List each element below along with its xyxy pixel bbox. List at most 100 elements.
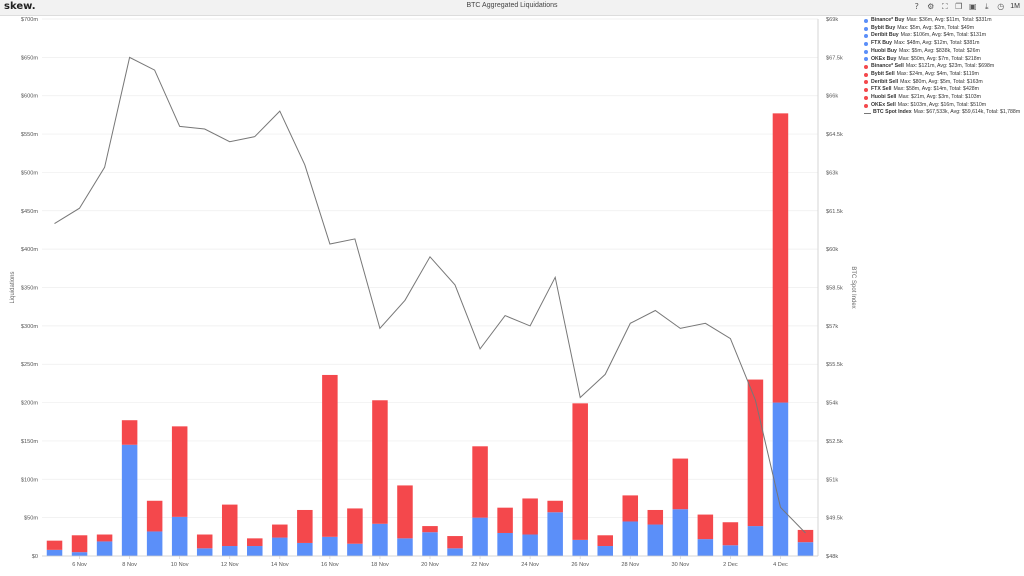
x-tick-label: 18 Nov [371,562,389,568]
help-icon[interactable]: ? [914,2,919,11]
y-right-tick-label: $67.5k [826,55,843,61]
legend-item[interactable]: Huobi Buy Max: $5m, Avg: $838k, Total: $2… [864,48,1022,56]
buy-bar [472,517,488,556]
legend-series-stats: Max: $36m, Avg: $11m, Total: $331m [906,17,992,23]
y-right-tick-label: $69k [826,17,838,23]
sell-bar [247,538,263,547]
clock-icon[interactable]: ◷ [997,2,1005,11]
buy-bar [647,524,664,556]
x-tick-label: 10 Nov [171,562,189,568]
buy-bar [672,509,689,556]
y-left-tick-label: $50m [24,516,38,522]
legend-series-stats: Max: $103m, Avg: $16m, Total: $510m [897,101,987,108]
y-right-tick-label: $49.5k [826,516,843,522]
x-tick-label: 6 Nov [72,562,87,568]
legend-dot-swatch [864,41,868,46]
legend-item[interactable]: Deribit Buy Max: $106m, Avg: $4m, Total: … [864,32,1022,40]
legend-series-stats: Max: $5m, Avg: $2m, Total: $49m [897,24,975,31]
y-right-tick-label: $51k [826,477,838,483]
x-tick-label: 14 Nov [271,562,289,568]
legend-item[interactable]: FTX Buy Max: $48m, Avg: $12m, Total: $381… [864,40,1022,48]
grid-layer [42,18,818,557]
buy-bar [46,549,63,556]
y-right-tick-label: $64.5k [826,132,843,138]
x-tick-label: 20 Nov [421,562,439,568]
legend-series-stats: Max: $67,533k, Avg: $59,614k, Total: $1,… [913,109,1021,116]
legend-dot-swatch [864,18,868,23]
sell-bar [171,426,188,517]
legend-item[interactable]: Binance* Sell Max: $121m, Avg: $23m, Tota… [864,63,1022,71]
copy-icon[interactable]: ❐ [955,2,963,11]
legend-series-name: FTX Sell [871,86,892,93]
x-tick-label: 12 Nov [221,562,239,568]
settings-icon[interactable]: ⚙ [927,2,935,11]
legend-series-name: Binance* Buy [871,17,905,23]
legend-item[interactable]: Huobi Sell Max: $21m, Avg: $3m, Total: $1… [864,94,1022,102]
x-tick-label: 16 Nov [321,562,339,568]
legend-series-stats: Max: $58m, Avg: $14m, Total: $428m [893,86,979,93]
legend-item[interactable]: FTX Sell Max: $58m, Avg: $14m, Total: $42… [864,86,1022,94]
sell-bar [297,509,313,543]
buy-bar [297,542,313,556]
buy-bar [196,548,213,556]
legend-series-name: Bybit Sell [871,70,895,77]
y-right-tick-label: $55.5k [826,362,843,368]
legend-line-swatch [864,112,871,114]
expand-icon[interactable]: ⛶ [941,2,948,11]
axis-layer: $0 $48k $50m $49.5k $100m $51k $150m $52.5k $200… [10,17,856,568]
y-right-tick-label: $57k [826,324,838,330]
sell-bar [322,374,338,537]
legend-series-stats: Max: $50m, Avg: $7m, Total: $218m [898,55,981,62]
buy-bar [121,444,138,556]
buy-bar [747,526,764,556]
legend-series-stats: Max: $24m, Avg: $4m, Total: $119m [896,70,979,77]
y-left-tick-label: $0 [32,554,38,560]
buy-bar [221,546,238,556]
buy-bar [322,536,338,556]
legend-item[interactable]: Deribit Sell Max: $80m, Avg: $5m, Total: … [864,79,1022,87]
sell-bar [221,504,238,547]
y-left-tick-label: $450m [21,209,38,215]
legend-item[interactable]: OKEx Buy Max: $50m, Avg: $7m, Total: $218… [864,56,1022,64]
legend-series-name: Huobi Sell [871,94,897,101]
y-right-tick-label: $60k [826,247,838,253]
legend-series-name: Bybit Buy [871,24,896,31]
legend-dot-swatch [864,103,868,108]
legend-series-stats: Max: $80m, Avg: $5m, Total: $163m [900,78,983,85]
sell-bar [196,534,213,549]
sell-bar [96,534,113,542]
x-tick-label: 28 Nov [621,562,639,568]
x-tick-label: 22 Nov [471,562,489,568]
y-left-tick-label: $650m [21,55,38,61]
line-layer [54,56,806,534]
legend-series-stats: Max: $106m, Avg: $4m, Total: $131m [900,32,987,39]
sell-bar [522,498,538,535]
sell-bar [772,113,789,403]
y-left-tick-label: $150m [21,439,38,445]
legend-series-name: OKEx Sell [871,101,896,108]
legend-item[interactable]: Bybit Buy Max: $5m, Avg: $2m, Total: $49m [864,25,1022,33]
download-icon[interactable]: ⤓ [984,2,989,11]
sell-bar [347,508,363,544]
x-tick-label: 2 Dec [723,562,738,568]
chart-legend: Binance* Buy Max: $36m, Avg: $11m, Total:… [864,17,1022,117]
legend-item[interactable]: Bybit Sell Max: $24m, Avg: $4m, Total: $1… [864,71,1022,79]
sell-bar [372,400,388,524]
time-range-selector[interactable]: 1M [1010,3,1020,10]
buy-bar [96,541,113,556]
x-tick-label: 26 Nov [571,562,589,568]
sell-bar [146,500,163,532]
sell-bar [71,535,88,553]
x-tick-label: 30 Nov [671,562,689,568]
sell-bar [272,524,288,538]
legend-item[interactable]: Binance* Buy Max: $36m, Avg: $11m, Total:… [864,17,1022,25]
camera-icon[interactable]: ▣ [968,2,977,11]
legend-item[interactable]: OKEx Sell Max: $103m, Avg: $16m, Total: $… [864,102,1022,110]
y-right-tick-label: $58.5k [826,286,843,292]
chart-toolbar: ? ⚙ ⛶ ❐ ▣ ⤓ ◷ 1M [911,1,1020,12]
buy-bar [697,539,714,556]
sell-bar [447,536,463,549]
sell-bar [797,529,814,543]
legend-item[interactable]: BTC Spot Index Max: $67,533k, Avg: $59,61… [864,109,1022,117]
legend-dot-swatch [864,57,868,62]
